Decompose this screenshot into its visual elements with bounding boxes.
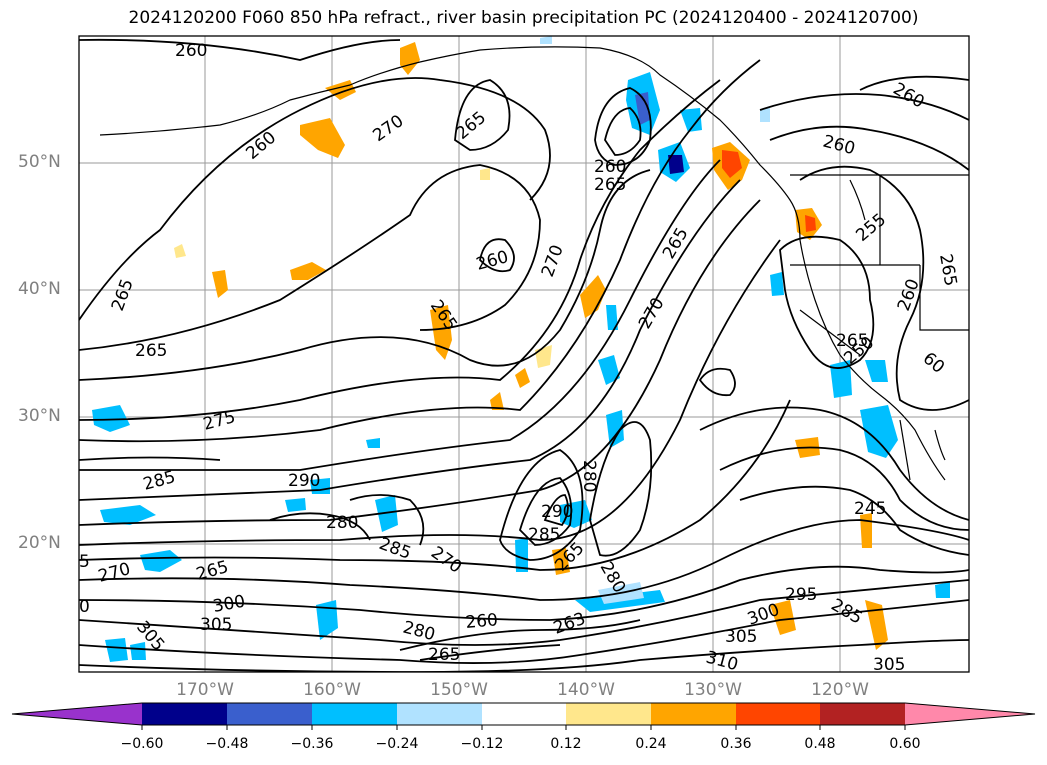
latitude-label: 20°N bbox=[18, 533, 61, 553]
map-title: 2024120200 F060 850 hPa refract., river … bbox=[128, 8, 919, 28]
colorbar-segment bbox=[736, 703, 820, 725]
colorbar-segment bbox=[566, 703, 651, 725]
latitude-label: 50°N bbox=[18, 152, 61, 172]
colorbar-segment bbox=[482, 703, 566, 725]
longitude-label: 150°W bbox=[430, 680, 488, 700]
colorbar-tick-label: 0.60 bbox=[889, 736, 921, 752]
refractivity-contours bbox=[79, 38, 969, 672]
colorbar bbox=[11, 702, 1036, 730]
colorbar-tick-label: −0.24 bbox=[375, 736, 419, 752]
contour-label: 285 bbox=[528, 525, 560, 545]
contour-label: 265 bbox=[135, 341, 167, 361]
contour-label: 260 bbox=[594, 157, 626, 177]
latitude-label: 30°N bbox=[18, 406, 61, 426]
colorbar-tick-label: −0.48 bbox=[205, 736, 249, 752]
colorbar-tick-label: −0.12 bbox=[460, 736, 504, 752]
colorbar-tick-label: 0.12 bbox=[550, 736, 582, 752]
longitude-label: 170°W bbox=[176, 680, 234, 700]
contour-label: 295 bbox=[785, 585, 817, 605]
precipitation-shading bbox=[92, 36, 950, 662]
contour-label: 245 bbox=[854, 499, 886, 519]
contour-label: 305 bbox=[725, 627, 757, 647]
longitude-label: 120°W bbox=[811, 680, 869, 700]
colorbar-segment bbox=[651, 703, 736, 725]
colorbar-segment bbox=[820, 703, 905, 725]
contour-label: 265 bbox=[594, 175, 626, 195]
contour-label: 290 bbox=[541, 502, 573, 522]
longitude-label: 130°W bbox=[684, 680, 742, 700]
colorbar-segment bbox=[227, 703, 312, 725]
contour-label: 305 bbox=[200, 615, 232, 635]
colorbar-extend-high bbox=[905, 703, 1035, 725]
colorbar-segment bbox=[397, 703, 482, 725]
colorbar-segment bbox=[312, 703, 397, 725]
contour-label: 305 bbox=[873, 655, 905, 675]
contour-label: 260 bbox=[175, 41, 207, 61]
contour-label: 280 bbox=[326, 513, 358, 533]
contour-label: 5 bbox=[79, 552, 90, 572]
colorbar-segment bbox=[142, 703, 227, 725]
contour-label: 290 bbox=[288, 471, 320, 491]
colorbar-tick-label: 0.48 bbox=[804, 736, 836, 752]
latitude-label: 40°N bbox=[18, 279, 61, 299]
contour-label: 0 bbox=[79, 597, 90, 617]
colorbar-tick-label: 0.24 bbox=[635, 736, 667, 752]
contour-label: 260 bbox=[465, 610, 499, 633]
colorbar-tick-label: −0.60 bbox=[120, 736, 164, 752]
contour-label: 265 bbox=[428, 645, 460, 665]
colorbar-tick-label: 0.36 bbox=[720, 736, 752, 752]
coastlines bbox=[99, 46, 969, 481]
longitude-label: 140°W bbox=[557, 680, 615, 700]
longitude-label: 160°W bbox=[303, 680, 361, 700]
colorbar-tick-label: −0.36 bbox=[290, 736, 334, 752]
contour-label: 265 bbox=[836, 331, 868, 351]
colorbar-extend-low bbox=[12, 703, 142, 725]
map-frame bbox=[78, 35, 970, 673]
contour-label: 280 bbox=[579, 460, 599, 492]
